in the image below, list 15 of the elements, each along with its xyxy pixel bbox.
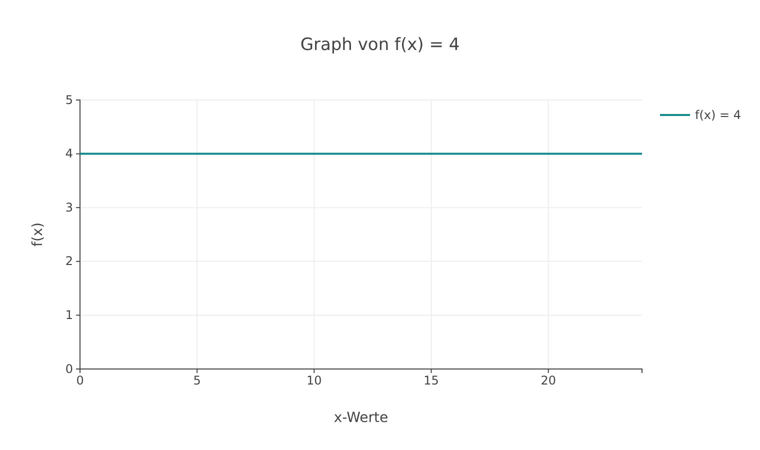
y-tick-label: 5 <box>65 92 73 107</box>
x-tick-label: 0 <box>76 374 84 388</box>
y-axis-title: f(x) <box>30 222 46 247</box>
x-tick-label: 5 <box>193 374 201 388</box>
x-tick-label: 15 <box>424 374 439 388</box>
y-tick-label: 3 <box>65 200 73 214</box>
y-tick-label: 4 <box>65 146 73 161</box>
legend-label: f(x) = 4 <box>695 108 742 122</box>
x-tick-label: 10 <box>306 374 322 388</box>
chart-title: Graph von f(x) = 4 <box>300 35 460 55</box>
y-tick-label: 1 <box>65 308 73 322</box>
y-tick-label: 2 <box>65 254 73 268</box>
y-tick-label: 0 <box>65 362 73 376</box>
x-tick-label: 20 <box>540 374 556 388</box>
x-axis-title: x-Werte <box>334 410 388 426</box>
